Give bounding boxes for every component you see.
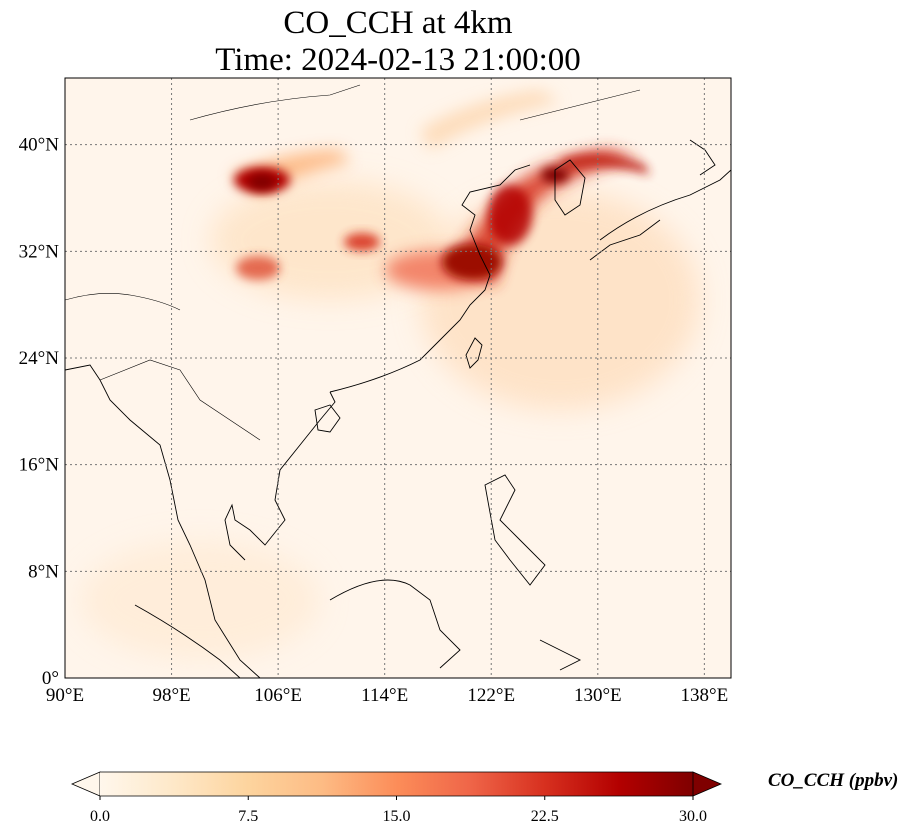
x-tick-label: 90°E: [46, 685, 84, 706]
gridlines: [65, 78, 731, 678]
colorbar-tick-label: 0.0: [90, 808, 110, 825]
colorbar-tick-label: 15.0: [383, 808, 411, 825]
coast-hokkaido: [689, 139, 716, 176]
border-northeast: [519, 89, 641, 121]
x-tick-label: 130°E: [574, 685, 622, 706]
coast-borneo: [329, 579, 461, 669]
x-tick-labels: 90°E 98°E 106°E 114°E 122°E 130°E 138°E: [46, 685, 728, 706]
coast-japan: [589, 169, 731, 261]
colorbar-extend-high: [692, 771, 723, 797]
colorbar-tick-label: 22.5: [531, 808, 559, 825]
colorbar-ticks: 0.0 7.5 15.0 22.5 30.0: [90, 796, 707, 825]
x-tick-label: 138°E: [681, 685, 729, 706]
plume-shandong-core: [488, 185, 532, 245]
map-title-time: Time: 2024-02-13 21:00:00: [215, 42, 581, 78]
coast-sumatra: [134, 604, 241, 678]
y-tick-labels: 0° 8°N 16°N 24°N 32°N 40°N: [19, 135, 60, 689]
plume-east-china-band: [450, 150, 640, 285]
plume-central-china: [344, 233, 380, 251]
border-himalaya: [65, 293, 181, 311]
concentration-field: [80, 90, 700, 660]
y-tick-label: 0°: [42, 668, 59, 689]
y-tick-label: 32°N: [19, 241, 60, 262]
colorbar-extend-low: [70, 771, 101, 797]
y-tick-label: 40°N: [19, 135, 60, 156]
coast-taiwan: [465, 337, 483, 369]
x-tick-label: 98°E: [152, 685, 190, 706]
colorbar-tick-label: 7.5: [238, 808, 258, 825]
coast-philippines: [484, 474, 546, 586]
coastlines: [65, 84, 731, 678]
plume-low-south: [80, 540, 320, 660]
plume-north: [420, 90, 560, 150]
coast-indochina: [224, 391, 336, 561]
x-tick-label: 114°E: [361, 685, 408, 706]
y-tick-label: 8°N: [28, 561, 59, 582]
border-myanmar-laos: [99, 359, 261, 441]
plume-inner-mongolia-peak: [248, 174, 276, 190]
x-tick-label: 122°E: [467, 685, 515, 706]
colorbar-bar: [100, 772, 693, 796]
coast-sulawesi: [539, 639, 582, 671]
coast-korea: [554, 159, 586, 216]
coast-hainan: [314, 404, 341, 433]
map-title-variable: CO_CCH at 4km: [283, 5, 513, 41]
plume-broad-east: [420, 190, 700, 410]
plume-korea-japan: [560, 153, 650, 175]
colorbar-tick-label: 30.0: [679, 808, 707, 825]
plume-sichuan: [236, 256, 280, 280]
y-tick-label: 16°N: [19, 455, 60, 476]
coast-china-east: [329, 164, 531, 393]
y-tick-label: 24°N: [19, 348, 60, 369]
colorbar: 0.0 7.5 15.0 22.5 30.0: [70, 771, 723, 825]
border-mongolia: [189, 84, 361, 121]
map-frame: [64, 77, 732, 679]
x-tick-label: 106°E: [254, 685, 302, 706]
plume-yangtze-core: [442, 244, 502, 280]
colorbar-label: CO_CCH (ppbv): [768, 770, 899, 791]
